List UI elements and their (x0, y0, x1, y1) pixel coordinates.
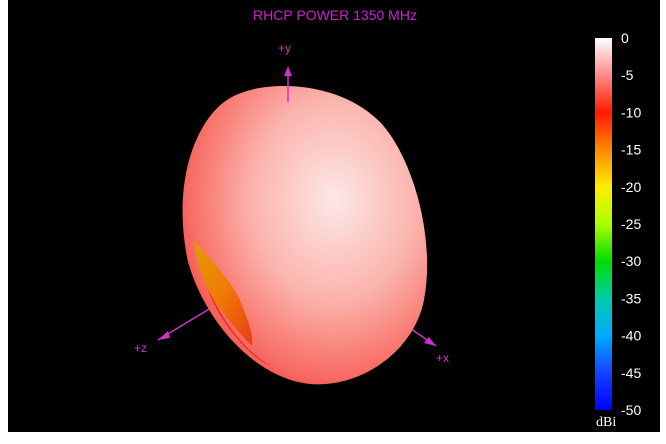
colorbar-tick-label: -25 (621, 216, 641, 232)
colorbar-tick-label: -10 (621, 104, 641, 120)
plot-area: RHCP POWER 1350 MHz +z +x +y (8, 0, 660, 432)
colorbar (595, 38, 612, 410)
colorbar-tick-label: -50 (621, 402, 641, 418)
colorbar-tick-label: -5 (621, 67, 634, 83)
colorbar-tick-label: -15 (621, 142, 641, 158)
colorbar-tick-label: -30 (621, 253, 641, 269)
axis-x-label: +x (436, 351, 449, 365)
colorbar-tick-label: -35 (621, 290, 641, 306)
pattern-plot: RHCP POWER 1350 MHz +z +x +y (134, 7, 641, 430)
colorbar-tick-label: 0 (621, 30, 629, 46)
colorbar-unit: dBi (596, 415, 616, 430)
radiation-lobe (182, 85, 428, 385)
colorbar-tick-label: -40 (621, 328, 641, 344)
lobe-orange-patch (194, 240, 253, 346)
colorbar-ticks: 0 -5 -10 -15 -20 -25 -30 -35 -40 -45 -50 (621, 30, 641, 418)
axis-y-label: +y (278, 41, 291, 55)
colorbar-tick-label: -20 (621, 179, 641, 195)
chart-title: RHCP POWER 1350 MHz (253, 7, 417, 23)
axis-y: +y (278, 41, 292, 102)
axis-z-label: +z (134, 341, 147, 355)
colorbar-tick-label: -45 (621, 365, 641, 381)
